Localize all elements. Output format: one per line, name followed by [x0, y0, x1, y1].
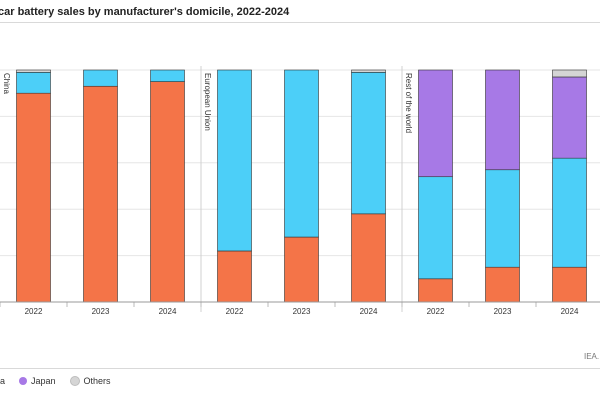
bar-segment	[485, 266, 520, 303]
x-tick-label: 2023	[92, 307, 110, 316]
bar-segment	[284, 69, 319, 238]
legend-label-korea: rea	[0, 376, 6, 386]
group-label: China	[2, 73, 11, 94]
bar-segment	[418, 278, 453, 303]
bar-segment	[217, 69, 252, 252]
bar-segment	[150, 69, 185, 82]
top-divider	[0, 22, 600, 23]
x-tick-label: 2024	[561, 307, 579, 316]
x-tick-label: 2022	[427, 307, 445, 316]
bar-segment	[150, 81, 185, 303]
bar-segment	[351, 69, 386, 73]
group-label: European Union	[203, 73, 212, 131]
group-label: Rest of the world	[404, 73, 413, 133]
x-tick-label: 2024	[159, 307, 177, 316]
bar-segment	[552, 266, 587, 303]
x-tick-label: 2022	[226, 307, 244, 316]
bar-segment	[485, 69, 520, 171]
x-tick-label: 2024	[360, 307, 378, 316]
legend-label-others: Others	[83, 376, 111, 386]
bar-segment	[552, 76, 587, 159]
x-tick-label: 2022	[25, 307, 43, 316]
x-tick-label: 2023	[494, 307, 512, 316]
legend: rea Japan Others	[0, 376, 125, 386]
bar-segment	[552, 157, 587, 268]
bar-segment	[552, 69, 587, 78]
bar-segment	[217, 250, 252, 303]
bar-segment	[418, 176, 453, 280]
legend-swatch-others	[69, 376, 80, 386]
legend-swatch-japan	[19, 377, 28, 385]
bar-segment	[16, 69, 51, 73]
bar-segment	[83, 85, 118, 303]
legend-label-japan: Japan	[31, 376, 56, 386]
bar-segment	[83, 69, 118, 87]
source-note: IEA. I	[584, 352, 600, 361]
bar-segment	[485, 169, 520, 268]
legend-item-korea[interactable]: rea	[0, 376, 5, 386]
bar-segment	[16, 92, 51, 303]
chart-title: car battery sales by manufacturer's domi…	[0, 6, 290, 18]
legend-item-japan[interactable]: Japan	[19, 376, 56, 386]
bar-segment	[418, 69, 453, 178]
bar-segment	[351, 213, 386, 303]
legend-item-others[interactable]: Others	[69, 376, 111, 386]
bar-segment	[16, 72, 51, 94]
x-tick-label: 2023	[293, 307, 311, 316]
bar-segment	[284, 236, 319, 303]
bar-segment	[351, 72, 386, 215]
legend-divider	[0, 368, 600, 369]
